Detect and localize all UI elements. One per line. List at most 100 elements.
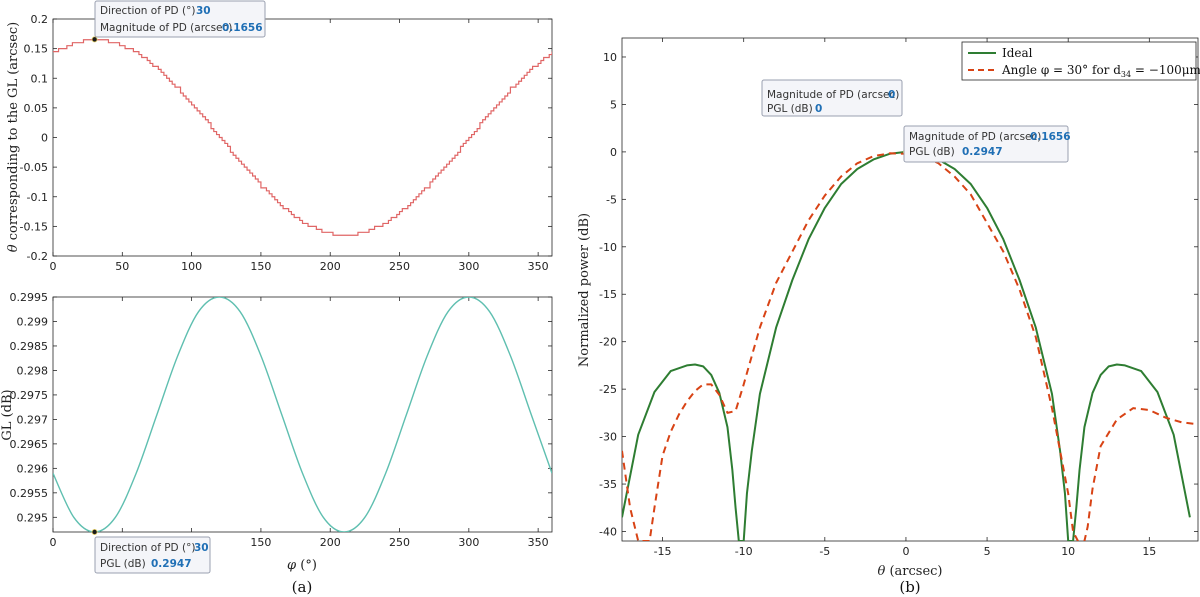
legend-label-ideal: Ideal (1002, 46, 1033, 60)
datatip-b-ideal-box (761, 79, 903, 117)
b-ytick-label: -30 (599, 431, 617, 444)
panel-a-top: 0 50 100 150 200 250 300 350 -0.2 -0.15 -0.1 -0.05 0… (6, 13, 553, 273)
b-ytick-label: 5 (610, 98, 617, 111)
datatip-b-ideal-value-2: 0 (815, 103, 822, 115)
datatip-a-top-box (94, 0, 266, 38)
datatip-a-bottom-box (94, 536, 211, 574)
b-ytick-label: -5 (606, 193, 617, 206)
a-bottom-ytick-label: 0.298 (17, 364, 49, 377)
a-bottom-ytick-label: 0.2995 (10, 291, 49, 304)
datatip-b-ideal-label-2: PGL (dB) (767, 103, 813, 115)
a-bottom-xtick-label: 250 (389, 536, 410, 549)
a-top-xtick-label: 0 (50, 260, 57, 273)
b-ytick-label: 10 (603, 51, 617, 64)
series-line-angle (622, 152, 1198, 541)
y-axis-label-a-top: θ corresponding to the GL (arcsec) (6, 22, 21, 252)
y-axis-label-a-top-rest: corresponding to the GL (arcsec) (6, 22, 21, 245)
a-top-ytick-label: 0.05 (24, 102, 49, 115)
b-ytick-label: -15 (599, 288, 617, 301)
legend: Ideal Angle φ = 30° for d34 = −100μm (961, 41, 1200, 81)
a-bottom-xtick-label: 300 (458, 536, 479, 549)
tick-group-a-bottom: 0501001502002503003500.2950.29550.2960.2… (10, 291, 552, 549)
a-bottom-ytick-label: 0.2965 (10, 438, 49, 451)
a-bottom-ytick-label: 0.299 (17, 315, 49, 328)
marks-a-top (53, 36, 552, 236)
b-xtick-label: 10 (1061, 545, 1075, 558)
datatip-a-bottom-label-1: Direction of PD (°) (100, 542, 195, 554)
datatip-b-angle-label-2: PGL (dB) (909, 146, 955, 158)
b-xtick-label: -15 (654, 545, 672, 558)
datatip-b-angle-label-1: Magnitude of PD (arcsec) (909, 131, 1041, 143)
a-top-ytick-label: 0.15 (24, 43, 49, 56)
datatip-b-angle-value-2: 0.2947 (962, 146, 1003, 158)
a-top-series-line (53, 39, 552, 236)
a-bottom-datatip-marker (91, 529, 98, 536)
datatip-b-ideal-label-1: Magnitude of PD (arcsec) (767, 89, 899, 101)
x-axis-label-a-bottom-symbol: φ (287, 558, 297, 573)
datatip-b-angle-value-1: 0.1656 (1030, 131, 1071, 143)
b-xtick-label: -10 (735, 545, 753, 558)
legend-label-angle-sub: 34 (1121, 70, 1131, 79)
a-top-xtick-label: 350 (528, 260, 549, 273)
a-top-ytick-label: 0.2 (31, 13, 49, 26)
a-bottom-ytick-label: 0.295 (17, 511, 49, 524)
a-top-xtick-label: 50 (115, 260, 129, 273)
b-ytick-label: 0 (610, 146, 617, 159)
tick-group-b: -15 -10 -5 0 5 10 15 -40 -35 -30 -25 -20 -15 -10 -5 0 5 1… (599, 38, 1198, 558)
caption-b: (b) (899, 578, 920, 596)
datatip-a-top-value-2: 0.1656 (222, 22, 263, 34)
datatips: Direction of PD (°) 30 Magnitude of PD (… (94, 0, 1071, 574)
x-axis-label-b-rest: (arcsec) (885, 564, 942, 579)
datatip-a-bottom-value-2: 0.2947 (151, 558, 192, 570)
a-top-xtick-label: 150 (250, 260, 271, 273)
panel-b: -15 -10 -5 0 5 10 15 -40 -35 -30 -25 -20 -15 -10 -5 0 5 1… (577, 37, 1200, 596)
a-top-ytick-label: -0.05 (20, 161, 48, 174)
a-top-xtick-label: 100 (181, 260, 202, 273)
plot-area-b (621, 37, 1199, 542)
tick-group-a-top: 0 50 100 150 200 250 300 350 -0.2 -0.15 -0.1 -0.05 0… (20, 13, 552, 273)
x-axis-label-a-bottom: φ (°) (287, 558, 317, 573)
datatip-a-bottom-label-2: PGL (dB) (100, 558, 146, 570)
a-bottom-xtick-label: 350 (528, 536, 549, 549)
a-bottom-ytick-label: 0.297 (17, 413, 49, 426)
a-top-ytick-label: -0.2 (27, 250, 48, 263)
a-top-ytick-label: -0.1 (27, 191, 48, 204)
datatip-b-angle: Magnitude of PD (arcsec) 0.1656 PGL (dB)… (903, 125, 1071, 163)
b-ytick-label: -20 (599, 336, 617, 349)
a-top-xtick-label: 250 (389, 260, 410, 273)
a-top-ytick-label: 0.1 (31, 72, 49, 85)
a-top-ytick-label: -0.15 (20, 220, 48, 233)
datatip-b-ideal: Magnitude of PD (arcsec) 0 PGL (dB) 0 (761, 79, 903, 117)
legend-box (961, 41, 1197, 81)
a-bottom-ytick-label: 0.2975 (10, 389, 49, 402)
x-axis-label-a-bottom-rest: (°) (296, 558, 317, 573)
legend-label-angle-main: Angle φ = 30° for d (1001, 63, 1121, 77)
b-xtick-label: 15 (1142, 545, 1156, 558)
datatip-a-bottom-value-1: 30 (194, 542, 209, 554)
a-bottom-series-line (53, 297, 552, 532)
a-top-datatip-marker (91, 36, 98, 43)
y-axis-label-a-bottom: GL (dB) (0, 389, 15, 440)
b-ytick-label: -25 (599, 383, 617, 396)
plot-area-a-bottom (52, 296, 553, 533)
datatip-a-bottom: Direction of PD (°) 30 PGL (dB) 0.2947 (94, 536, 211, 574)
a-bottom-ytick-label: 0.2985 (10, 340, 49, 353)
x-axis-label-b-symbol: θ (878, 564, 886, 579)
b-ytick-label: -40 (599, 526, 617, 539)
b-ytick-label: -35 (599, 478, 617, 491)
b-ytick-label: -10 (599, 241, 617, 254)
datatip-b-angle-box (903, 125, 1069, 163)
y-axis-label-a-top-symbol: θ (6, 244, 21, 252)
x-axis-label-b: θ (arcsec) (878, 564, 943, 579)
datatip-a-top-value-1: 30 (196, 5, 211, 17)
legend-label-angle-tail: = −100μm (1131, 63, 1200, 77)
a-bottom-xtick-label: 0 (50, 536, 57, 549)
y-axis-label-b: Normalized power (dB) (577, 213, 592, 367)
caption-a: (a) (292, 578, 313, 596)
a-bottom-xtick-label: 200 (320, 536, 341, 549)
a-top-xtick-label: 300 (458, 260, 479, 273)
panel-a-bottom: 0501001502002503003500.2950.29550.2960.2… (0, 291, 553, 596)
a-top-ytick-label: 0 (41, 132, 48, 145)
a-bottom-ytick-label: 0.2955 (10, 487, 49, 500)
